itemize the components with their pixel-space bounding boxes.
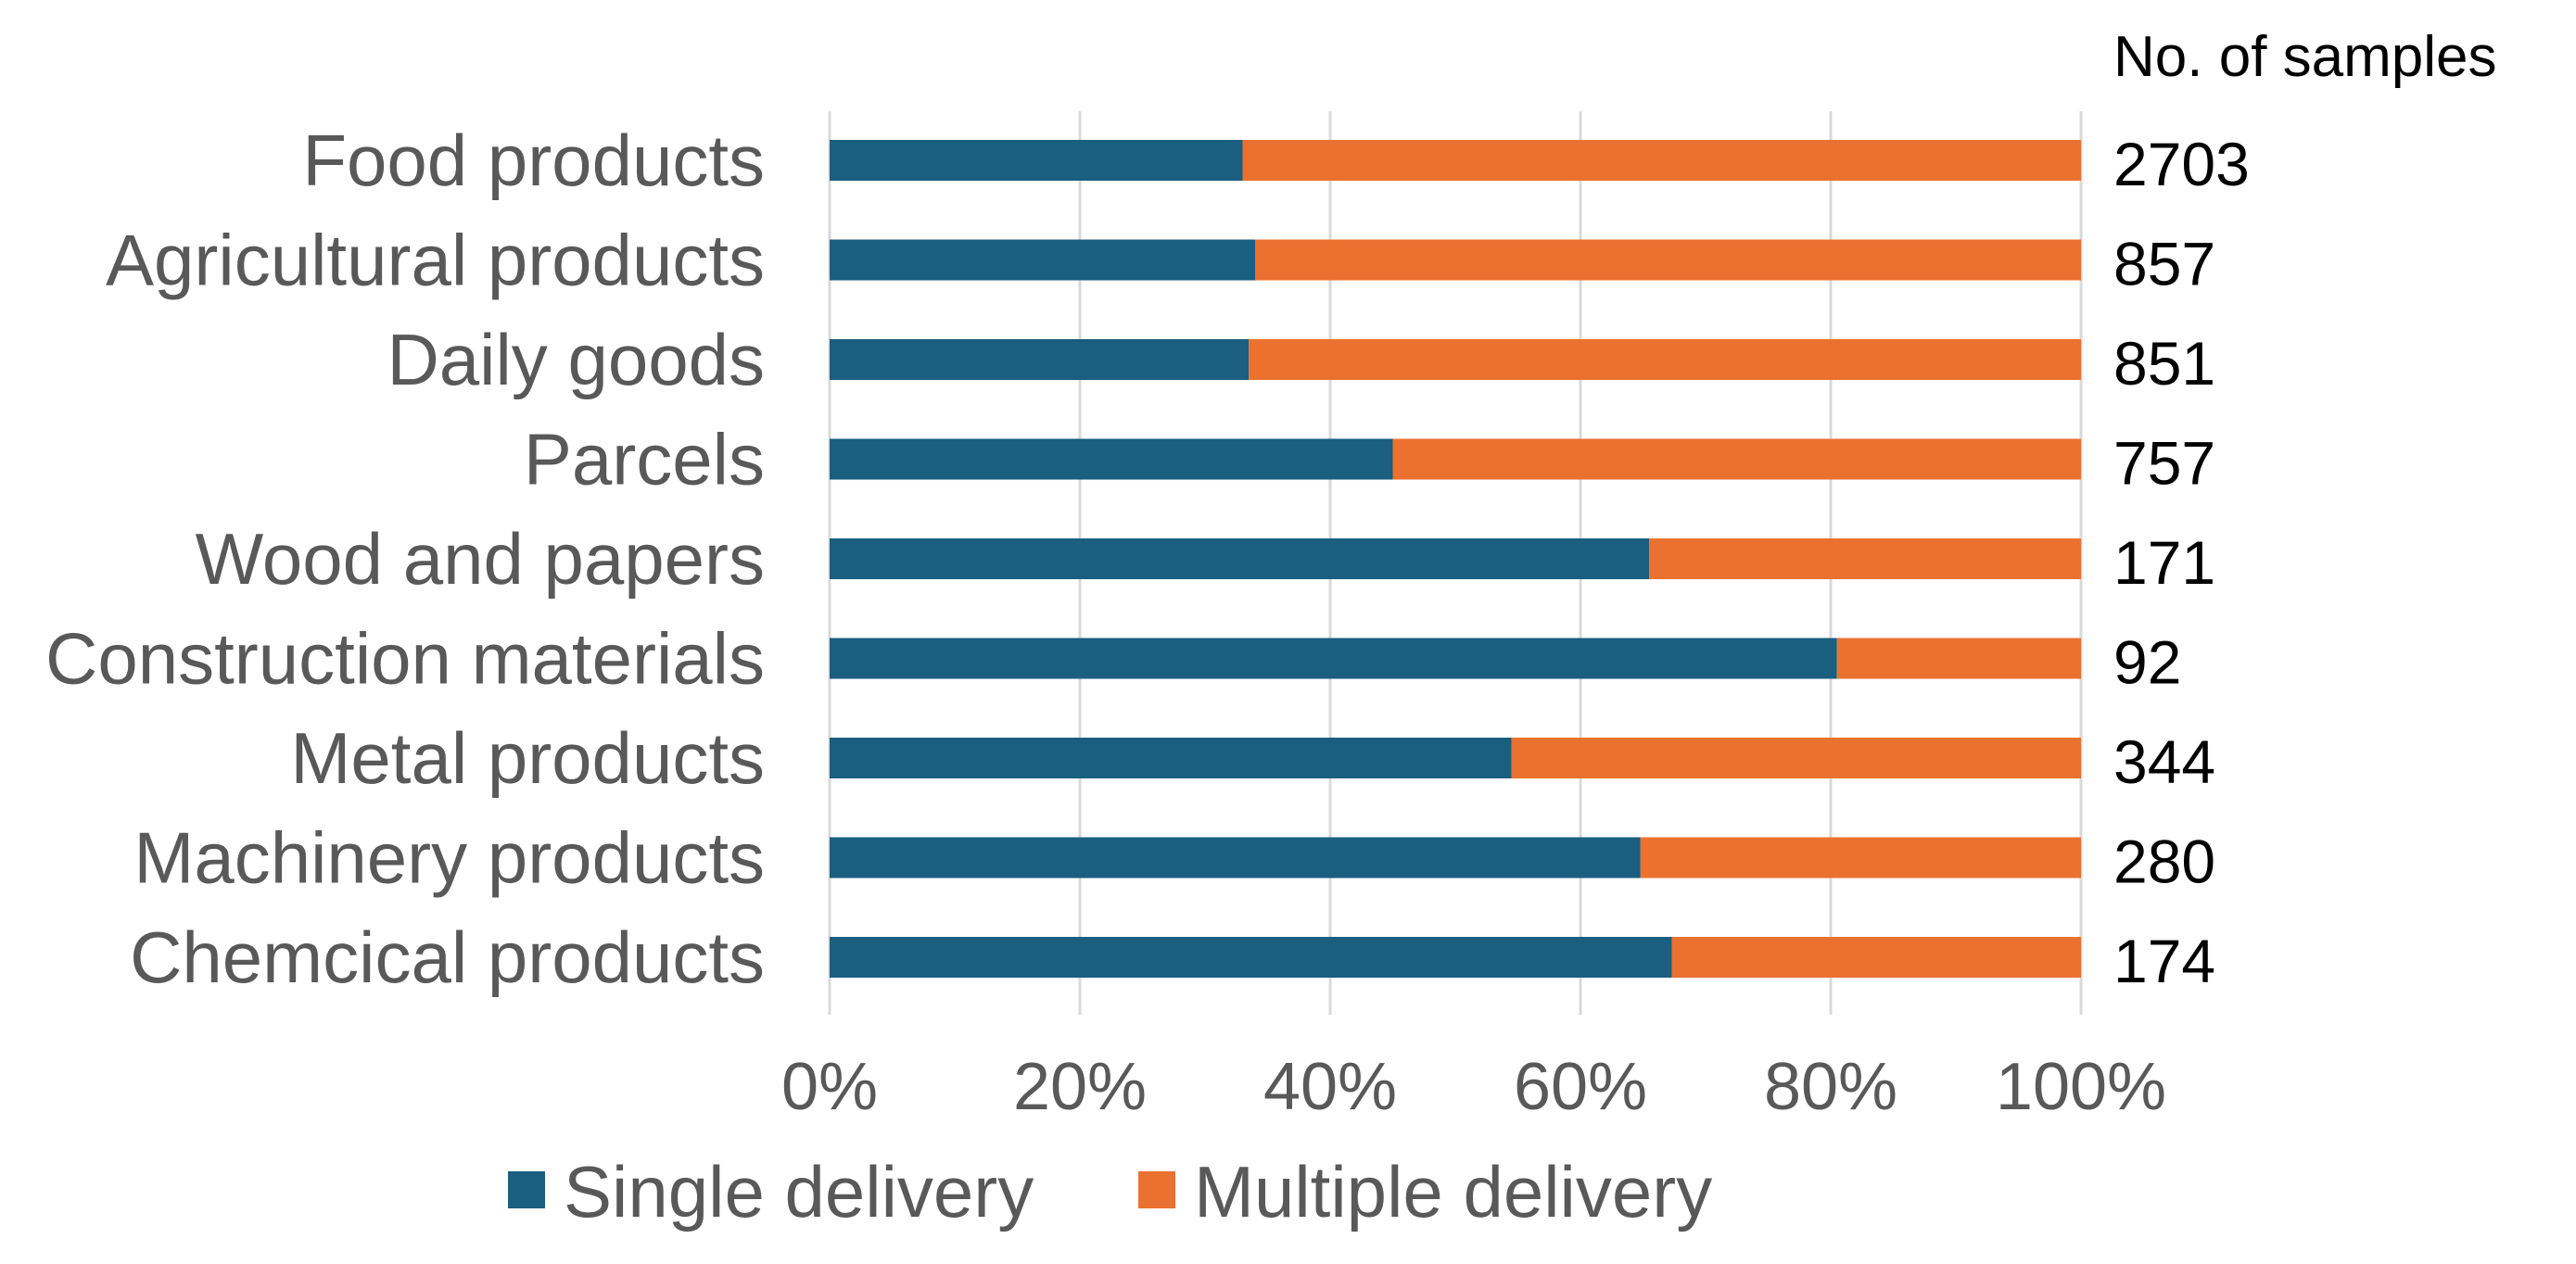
bar-single-delivery <box>830 937 1672 978</box>
category-labels: Food products Agricultural products Daily … <box>45 120 765 998</box>
sample-count: 344 <box>2113 727 2215 796</box>
bar-multiple-delivery <box>1249 339 2081 380</box>
x-tick-label: 80% <box>1764 1050 1897 1124</box>
bar-single-delivery <box>830 140 1243 181</box>
bar-multiple-delivery <box>1511 738 2081 778</box>
bar-single-delivery <box>830 638 1837 679</box>
category-label: Agricultural products <box>106 220 765 301</box>
x-tick-label: 60% <box>1514 1050 1647 1124</box>
bar-multiple-delivery <box>1640 837 2081 878</box>
bar-multiple-delivery <box>1255 239 2081 281</box>
legend-label: Single delivery <box>564 1151 1034 1232</box>
bar-multiple-delivery <box>1671 937 2081 978</box>
sample-count: 757 <box>2113 429 2215 498</box>
category-label: Parcels <box>524 419 765 500</box>
legend-swatch <box>508 1171 545 1208</box>
x-tick-label: 0% <box>781 1050 878 1124</box>
category-label: Chemcical products <box>130 916 765 998</box>
sample-count: 280 <box>2113 828 2215 896</box>
bar-single-delivery <box>830 339 1250 380</box>
bars <box>830 140 2081 978</box>
category-label: Daily goods <box>387 319 765 400</box>
category-label: Food products <box>302 120 765 201</box>
bar-multiple-delivery <box>1392 438 2081 480</box>
sample-count-title: No. of samples <box>2113 25 2497 89</box>
category-label: Wood and papers <box>196 518 765 600</box>
category-label: Metal products <box>290 717 765 799</box>
bar-multiple-delivery <box>1649 538 2081 579</box>
legend-swatch <box>1138 1171 1175 1208</box>
x-tick-label: 100% <box>1996 1050 2166 1124</box>
bar-single-delivery <box>830 837 1641 878</box>
bar-single-delivery <box>830 738 1512 778</box>
sample-count: 2703 <box>2113 130 2250 198</box>
legend: Single delivery Multiple delivery <box>508 1151 1712 1232</box>
legend-label: Multiple delivery <box>1194 1151 1712 1232</box>
x-tick-label: 20% <box>1013 1050 1147 1124</box>
sample-count: 171 <box>2113 528 2215 597</box>
bar-single-delivery <box>830 538 1650 579</box>
category-label: Construction materials <box>45 618 765 700</box>
bar-multiple-delivery <box>1836 638 2081 679</box>
sample-count: 857 <box>2113 230 2215 298</box>
sample-count: 851 <box>2113 329 2215 398</box>
sample-count: 174 <box>2113 927 2215 995</box>
sample-counts: No. of samples 2703 857 851 757 171 92 344 280 1… <box>2113 25 2497 995</box>
bar-multiple-delivery <box>1242 140 2081 181</box>
category-label: Machinery products <box>133 817 765 899</box>
sample-count: 92 <box>2113 628 2181 697</box>
bar-single-delivery <box>830 438 1393 480</box>
x-tick-label: 40% <box>1263 1050 1397 1124</box>
x-axis-tick-labels: 0% 20% 40% 60% 80% 100% <box>781 1050 2166 1124</box>
bar-single-delivery <box>830 239 1255 281</box>
